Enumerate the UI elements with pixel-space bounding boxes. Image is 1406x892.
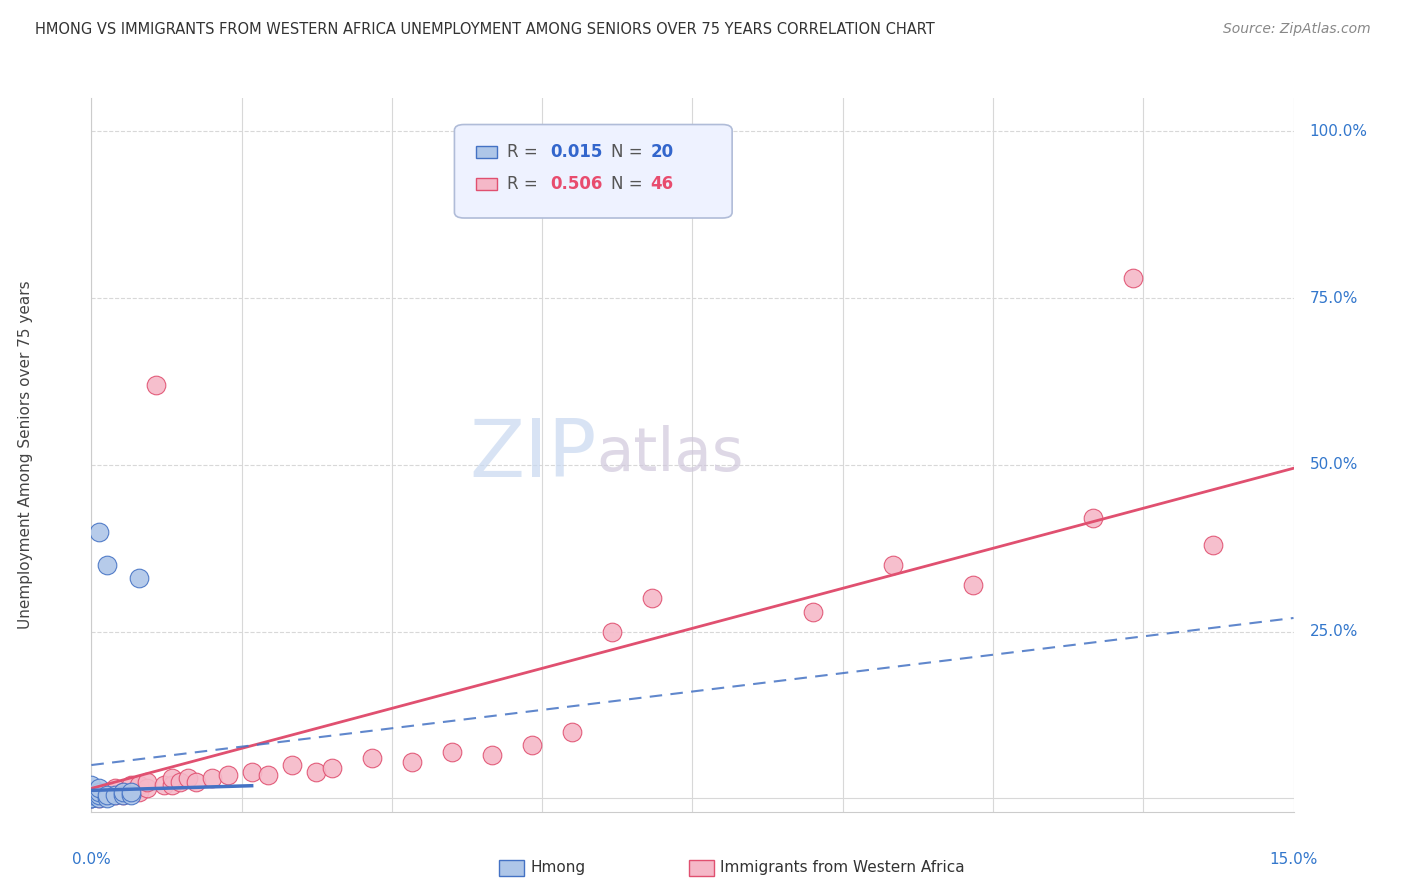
Point — [89, 791, 111, 805]
Point — [96, 788, 118, 802]
FancyBboxPatch shape — [454, 125, 733, 218]
Point — [89, 785, 111, 799]
Text: N =: N = — [610, 175, 648, 193]
Text: atlas: atlas — [596, 425, 744, 484]
Point — [80, 785, 103, 799]
Text: Immigrants from Western Africa: Immigrants from Western Africa — [720, 860, 965, 874]
Point — [104, 788, 127, 802]
Point — [104, 781, 127, 796]
Point — [440, 745, 463, 759]
Point — [962, 578, 984, 592]
Point — [136, 781, 159, 796]
Point — [80, 788, 103, 802]
Point — [1202, 538, 1225, 552]
Point — [321, 761, 343, 775]
Point — [89, 781, 111, 796]
Point — [80, 791, 103, 805]
Point — [112, 788, 135, 802]
Point — [160, 778, 183, 792]
Text: R =: R = — [508, 143, 543, 161]
Point — [128, 571, 150, 585]
Point — [176, 772, 198, 786]
FancyBboxPatch shape — [477, 145, 496, 158]
Point — [89, 524, 111, 539]
Point — [641, 591, 664, 606]
Text: Source: ZipAtlas.com: Source: ZipAtlas.com — [1223, 22, 1371, 37]
Point — [121, 788, 143, 802]
Text: 0.015: 0.015 — [551, 143, 603, 161]
Text: 50.0%: 50.0% — [1309, 458, 1358, 473]
Text: 20: 20 — [651, 143, 673, 161]
Point — [481, 747, 503, 762]
Point — [96, 785, 118, 799]
Point — [121, 785, 143, 799]
Point — [112, 788, 135, 802]
Text: 15.0%: 15.0% — [1270, 852, 1317, 867]
Point — [89, 791, 111, 805]
Point — [522, 738, 544, 752]
Text: 0.0%: 0.0% — [72, 852, 111, 867]
Text: N =: N = — [610, 143, 648, 161]
Point — [80, 788, 103, 802]
Point — [128, 778, 150, 792]
Point — [145, 377, 167, 392]
Text: 75.0%: 75.0% — [1309, 291, 1358, 306]
Point — [80, 791, 103, 805]
Point — [89, 788, 111, 802]
Point — [305, 764, 328, 779]
Point — [281, 758, 304, 772]
FancyBboxPatch shape — [477, 178, 496, 190]
Point — [152, 778, 174, 792]
Point — [184, 774, 207, 789]
Point — [128, 785, 150, 799]
Point — [160, 772, 183, 786]
Point — [80, 791, 103, 805]
Text: 100.0%: 100.0% — [1309, 124, 1368, 139]
Point — [169, 774, 191, 789]
Text: 0.506: 0.506 — [551, 175, 603, 193]
Point — [89, 788, 111, 802]
Point — [104, 788, 127, 802]
Point — [96, 791, 118, 805]
Point — [80, 785, 103, 799]
Text: R =: R = — [508, 175, 543, 193]
Point — [561, 724, 583, 739]
Text: 46: 46 — [651, 175, 673, 193]
Point — [360, 751, 382, 765]
Point — [1083, 511, 1105, 525]
Point — [96, 788, 118, 802]
Point — [240, 764, 263, 779]
Point — [80, 778, 103, 792]
Point — [96, 558, 118, 572]
Text: Hmong: Hmong — [530, 860, 585, 874]
Point — [80, 791, 103, 805]
Point — [89, 785, 111, 799]
Text: HMONG VS IMMIGRANTS FROM WESTERN AFRICA UNEMPLOYMENT AMONG SENIORS OVER 75 YEARS: HMONG VS IMMIGRANTS FROM WESTERN AFRICA … — [35, 22, 935, 37]
Point — [217, 768, 239, 782]
Point — [121, 785, 143, 799]
Point — [1122, 271, 1144, 285]
Text: 25.0%: 25.0% — [1309, 624, 1358, 640]
Point — [112, 785, 135, 799]
Point — [882, 558, 904, 572]
Text: ZIP: ZIP — [470, 416, 596, 494]
Point — [136, 774, 159, 789]
Text: Unemployment Among Seniors over 75 years: Unemployment Among Seniors over 75 years — [18, 281, 32, 629]
Point — [112, 785, 135, 799]
Point — [121, 778, 143, 792]
Point — [602, 624, 624, 639]
Point — [801, 605, 824, 619]
Point — [201, 772, 224, 786]
Point — [401, 755, 423, 769]
Point — [256, 768, 278, 782]
